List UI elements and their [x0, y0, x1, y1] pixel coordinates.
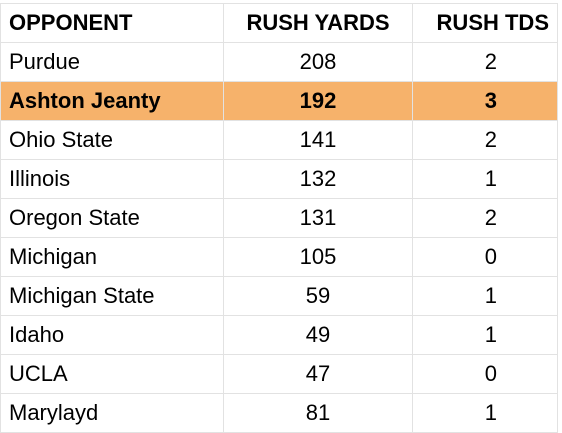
cell-opponent[interactable]: Michigan: [0, 237, 224, 277]
cell-rush-tds[interactable]: 0: [412, 237, 558, 277]
header-cell-opponent[interactable]: OPPONENT: [0, 3, 224, 43]
table-row-highlighted: Ashton Jeanty 192 3: [0, 81, 558, 121]
table-row: Idaho 49 1: [0, 315, 558, 355]
cell-rush-yards[interactable]: 131: [223, 198, 413, 238]
cell-opponent[interactable]: Oregon State: [0, 198, 224, 238]
header-cell-rush-tds[interactable]: RUSH TDS: [412, 3, 558, 43]
cell-rush-tds[interactable]: 2: [412, 120, 558, 160]
cell-rush-tds[interactable]: 1: [412, 315, 558, 355]
cell-rush-yards[interactable]: 132: [223, 159, 413, 199]
cell-rush-yards[interactable]: 192: [223, 81, 413, 121]
cell-rush-yards[interactable]: 141: [223, 120, 413, 160]
table-row: Marylayd 81 1: [0, 393, 558, 433]
cell-opponent[interactable]: Ashton Jeanty: [0, 81, 224, 121]
cell-rush-yards[interactable]: 105: [223, 237, 413, 277]
table-row: Oregon State 131 2: [0, 198, 558, 238]
cell-rush-yards[interactable]: 47: [223, 354, 413, 394]
cell-opponent[interactable]: Michigan State: [0, 276, 224, 316]
header-cell-rush-yards[interactable]: RUSH YARDS: [223, 3, 413, 43]
cell-rush-tds[interactable]: 1: [412, 159, 558, 199]
cell-opponent[interactable]: Purdue: [0, 42, 224, 82]
cell-rush-yards[interactable]: 59: [223, 276, 413, 316]
cell-rush-tds[interactable]: 2: [412, 42, 558, 82]
cell-rush-tds[interactable]: 1: [412, 276, 558, 316]
cell-rush-tds[interactable]: 1: [412, 393, 558, 433]
cell-opponent[interactable]: Ohio State: [0, 120, 224, 160]
rushing-stats-table: OPPONENT RUSH YARDS RUSH TDS Purdue 208 …: [0, 3, 558, 433]
cell-opponent[interactable]: Marylayd: [0, 393, 224, 433]
cell-rush-tds[interactable]: 2: [412, 198, 558, 238]
table-row: Purdue 208 2: [0, 42, 558, 82]
cell-rush-tds[interactable]: 0: [412, 354, 558, 394]
cell-opponent[interactable]: Illinois: [0, 159, 224, 199]
cell-rush-yards[interactable]: 81: [223, 393, 413, 433]
table-row: Illinois 132 1: [0, 159, 558, 199]
cell-rush-yards[interactable]: 208: [223, 42, 413, 82]
cell-opponent[interactable]: Idaho: [0, 315, 224, 355]
cell-rush-tds[interactable]: 3: [412, 81, 558, 121]
table-row: Ohio State 141 2: [0, 120, 558, 160]
cell-opponent[interactable]: UCLA: [0, 354, 224, 394]
table-row: UCLA 47 0: [0, 354, 558, 394]
table-row: Michigan State 59 1: [0, 276, 558, 316]
table-row: Michigan 105 0: [0, 237, 558, 277]
header-row: OPPONENT RUSH YARDS RUSH TDS: [0, 3, 558, 43]
cell-rush-yards[interactable]: 49: [223, 315, 413, 355]
